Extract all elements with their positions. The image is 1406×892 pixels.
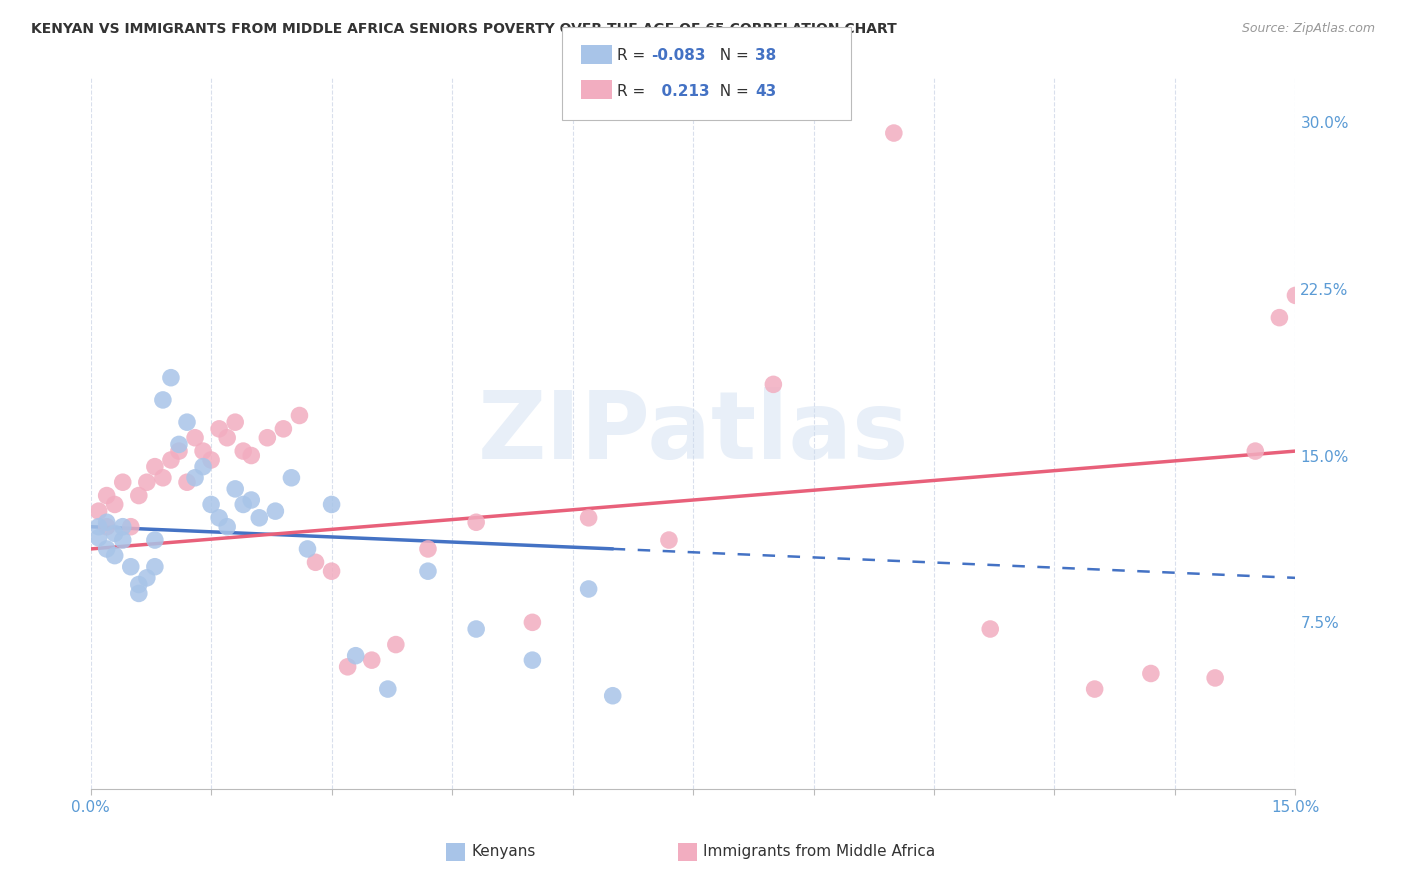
Point: [762, 377, 785, 392]
Point: [256, 431, 278, 445]
Point: [176, 415, 198, 429]
Point: [240, 449, 263, 463]
Point: [344, 648, 367, 663]
Point: [87, 531, 110, 545]
Point: [208, 422, 231, 436]
Point: [602, 689, 624, 703]
Point: [167, 437, 190, 451]
Point: [416, 541, 439, 556]
Point: [247, 511, 270, 525]
Text: Kenyans: Kenyans: [471, 845, 536, 859]
Point: [128, 489, 150, 503]
Point: [104, 549, 127, 563]
Point: [1284, 288, 1306, 302]
Text: N =: N =: [710, 85, 754, 99]
Point: [120, 559, 142, 574]
Point: [1268, 310, 1291, 325]
Point: [143, 533, 166, 547]
Point: [385, 638, 408, 652]
Point: [280, 471, 302, 485]
Point: [578, 511, 600, 525]
Point: [191, 459, 214, 474]
Point: [297, 541, 319, 556]
Text: -0.083: -0.083: [651, 48, 706, 62]
Point: [128, 577, 150, 591]
Text: N =: N =: [710, 48, 754, 62]
Point: [1084, 681, 1107, 696]
Point: [1244, 444, 1267, 458]
Point: [321, 564, 343, 578]
Text: ZIPatlas: ZIPatlas: [478, 387, 908, 479]
Point: [240, 493, 263, 508]
Point: [522, 653, 544, 667]
Point: [321, 498, 343, 512]
Point: [336, 660, 359, 674]
Point: [522, 615, 544, 630]
Point: [152, 392, 174, 407]
Point: [232, 498, 254, 512]
Text: Immigrants from Middle Africa: Immigrants from Middle Africa: [703, 845, 935, 859]
Point: [104, 526, 127, 541]
Point: [87, 519, 110, 533]
Point: [167, 444, 190, 458]
Point: [217, 519, 239, 533]
Point: [96, 541, 118, 556]
Point: [191, 444, 214, 458]
Point: [232, 444, 254, 458]
Text: R =: R =: [617, 85, 645, 99]
Text: Source: ZipAtlas.com: Source: ZipAtlas.com: [1241, 22, 1375, 36]
Point: [96, 519, 118, 533]
Point: [578, 582, 600, 596]
Point: [217, 431, 239, 445]
Text: KENYAN VS IMMIGRANTS FROM MIDDLE AFRICA SENIORS POVERTY OVER THE AGE OF 65 CORRE: KENYAN VS IMMIGRANTS FROM MIDDLE AFRICA …: [31, 22, 897, 37]
Point: [1204, 671, 1226, 685]
Point: [1140, 666, 1163, 681]
Text: 38: 38: [755, 48, 776, 62]
Point: [224, 415, 246, 429]
Point: [120, 519, 142, 533]
Point: [224, 482, 246, 496]
Text: R =: R =: [617, 48, 651, 62]
Point: [200, 498, 222, 512]
Point: [96, 515, 118, 529]
Point: [143, 459, 166, 474]
Point: [87, 504, 110, 518]
Point: [135, 475, 157, 490]
Point: [160, 370, 183, 384]
Point: [883, 126, 905, 140]
Point: [264, 504, 287, 518]
Point: [111, 475, 134, 490]
Text: 43: 43: [755, 85, 776, 99]
Point: [208, 511, 231, 525]
Point: [104, 498, 127, 512]
Point: [416, 564, 439, 578]
Point: [96, 489, 118, 503]
Point: [200, 453, 222, 467]
Point: [128, 586, 150, 600]
Point: [360, 653, 382, 667]
Point: [135, 571, 157, 585]
Point: [143, 559, 166, 574]
Point: [377, 681, 399, 696]
Text: 0.213: 0.213: [651, 85, 710, 99]
Point: [465, 622, 488, 636]
Point: [111, 533, 134, 547]
Point: [979, 622, 1001, 636]
Point: [658, 533, 681, 547]
Point: [176, 475, 198, 490]
Point: [184, 431, 207, 445]
Point: [288, 409, 311, 423]
Point: [184, 471, 207, 485]
Point: [273, 422, 295, 436]
Point: [160, 453, 183, 467]
Point: [152, 471, 174, 485]
Point: [304, 555, 326, 569]
Point: [465, 515, 488, 529]
Point: [111, 519, 134, 533]
